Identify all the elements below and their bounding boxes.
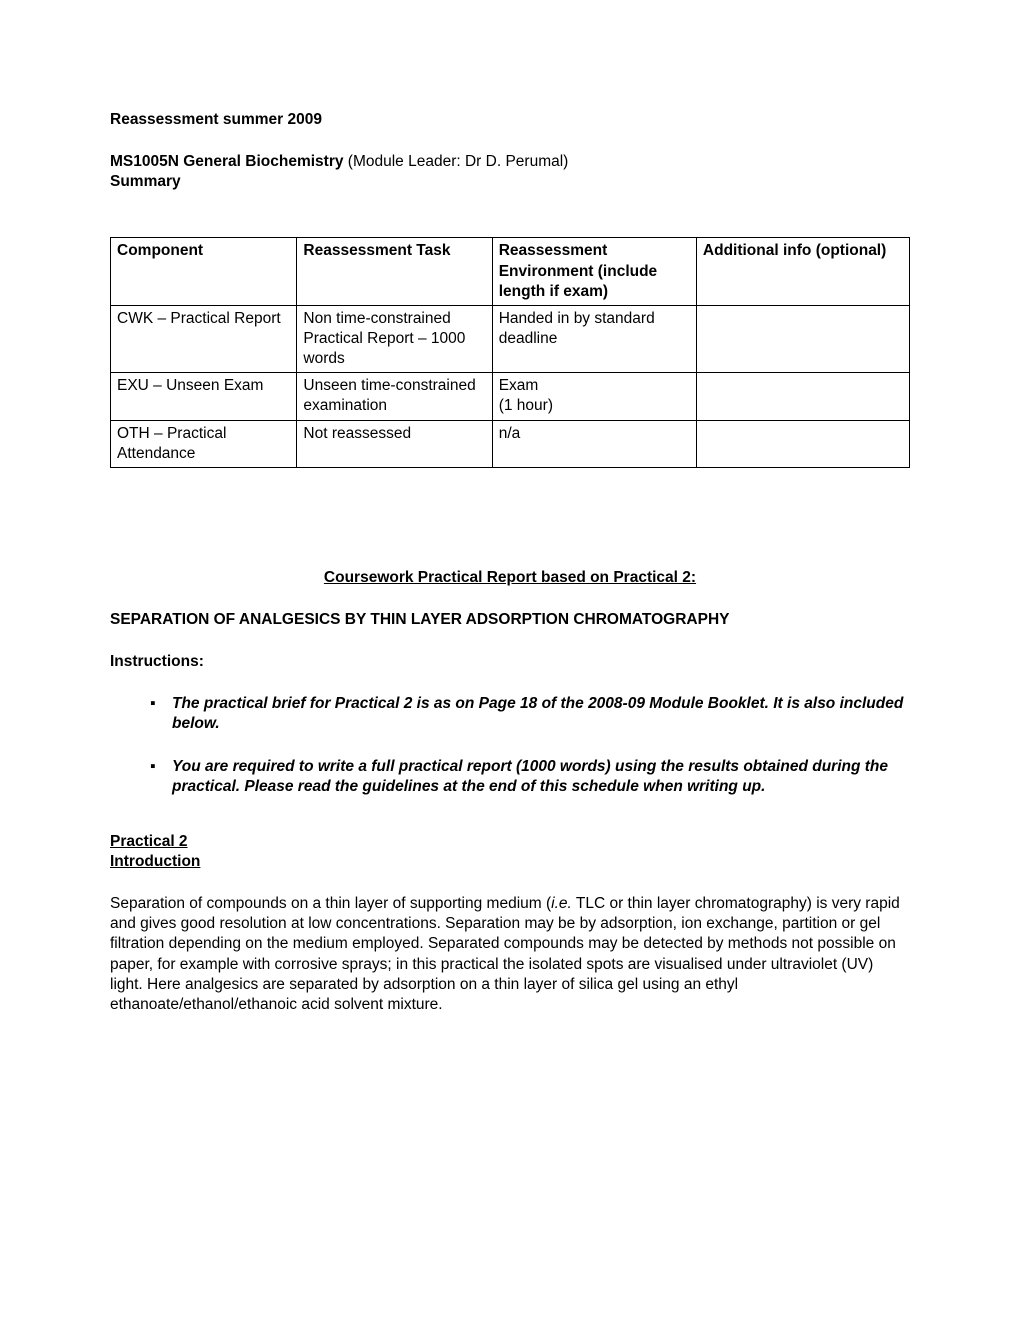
module-header: MS1005N General Biochemistry (Module Lea… bbox=[110, 152, 910, 172]
table-cell: Not reassessed bbox=[297, 420, 492, 467]
table-cell: Non time-constrained Practical Report – … bbox=[297, 305, 492, 372]
table-cell: CWK – Practical Report bbox=[111, 305, 297, 372]
body-part2: TLC or thin layer chromatography) is ver… bbox=[110, 895, 900, 1013]
table-cell bbox=[696, 373, 909, 420]
practical-number: Practical 2 bbox=[110, 832, 910, 852]
table-row: OTH – Practical Attendance Not reassesse… bbox=[111, 420, 910, 467]
table-header-row: Component Reassessment Task Reassessment… bbox=[111, 238, 910, 305]
table-cell: n/a bbox=[492, 420, 696, 467]
table-row: EXU – Unseen Exam Unseen time-constraine… bbox=[111, 373, 910, 420]
table-header: Component bbox=[111, 238, 297, 305]
module-leader: Dr D. Perumal bbox=[465, 153, 563, 170]
table-header: Additional info (optional) bbox=[696, 238, 909, 305]
list-item: The practical brief for Practical 2 is a… bbox=[150, 694, 910, 734]
table-cell: Unseen time-constrained examination bbox=[297, 373, 492, 420]
table-cell bbox=[696, 420, 909, 467]
reassessment-table: Component Reassessment Task Reassessment… bbox=[110, 237, 910, 467]
module-leader-prefix: (Module Leader: bbox=[343, 153, 465, 170]
instructions-list: The practical brief for Practical 2 is a… bbox=[110, 694, 910, 797]
introduction-heading: Introduction bbox=[110, 852, 910, 872]
coursework-subheading: SEPARATION OF ANALGESICS BY THIN LAYER A… bbox=[110, 610, 910, 630]
table-cell: OTH – Practical Attendance bbox=[111, 420, 297, 467]
body-italic: i.e. bbox=[551, 895, 572, 912]
table-cell: EXU – Unseen Exam bbox=[111, 373, 297, 420]
instructions-label: Instructions: bbox=[110, 652, 910, 672]
table-header: Reassessment Task bbox=[297, 238, 492, 305]
table-row: CWK – Practical Report Non time-constrai… bbox=[111, 305, 910, 372]
summary-label: Summary bbox=[110, 172, 910, 192]
table-cell: Exam (1 hour) bbox=[492, 373, 696, 420]
body-part1: Separation of compounds on a thin layer … bbox=[110, 895, 551, 912]
page-title: Reassessment summer 2009 bbox=[110, 110, 910, 130]
module-name: General Biochemistry bbox=[183, 153, 343, 170]
table-header: Reassessment Environment (include length… bbox=[492, 238, 696, 305]
table-cell bbox=[696, 305, 909, 372]
list-item: You are required to write a full practic… bbox=[150, 757, 910, 797]
module-leader-suffix: ) bbox=[563, 153, 568, 170]
table-cell: Handed in by standard deadline bbox=[492, 305, 696, 372]
coursework-heading: Coursework Practical Report based on Pra… bbox=[110, 568, 910, 588]
module-code: MS1005N bbox=[110, 153, 179, 170]
introduction-body: Separation of compounds on a thin layer … bbox=[110, 894, 910, 1015]
